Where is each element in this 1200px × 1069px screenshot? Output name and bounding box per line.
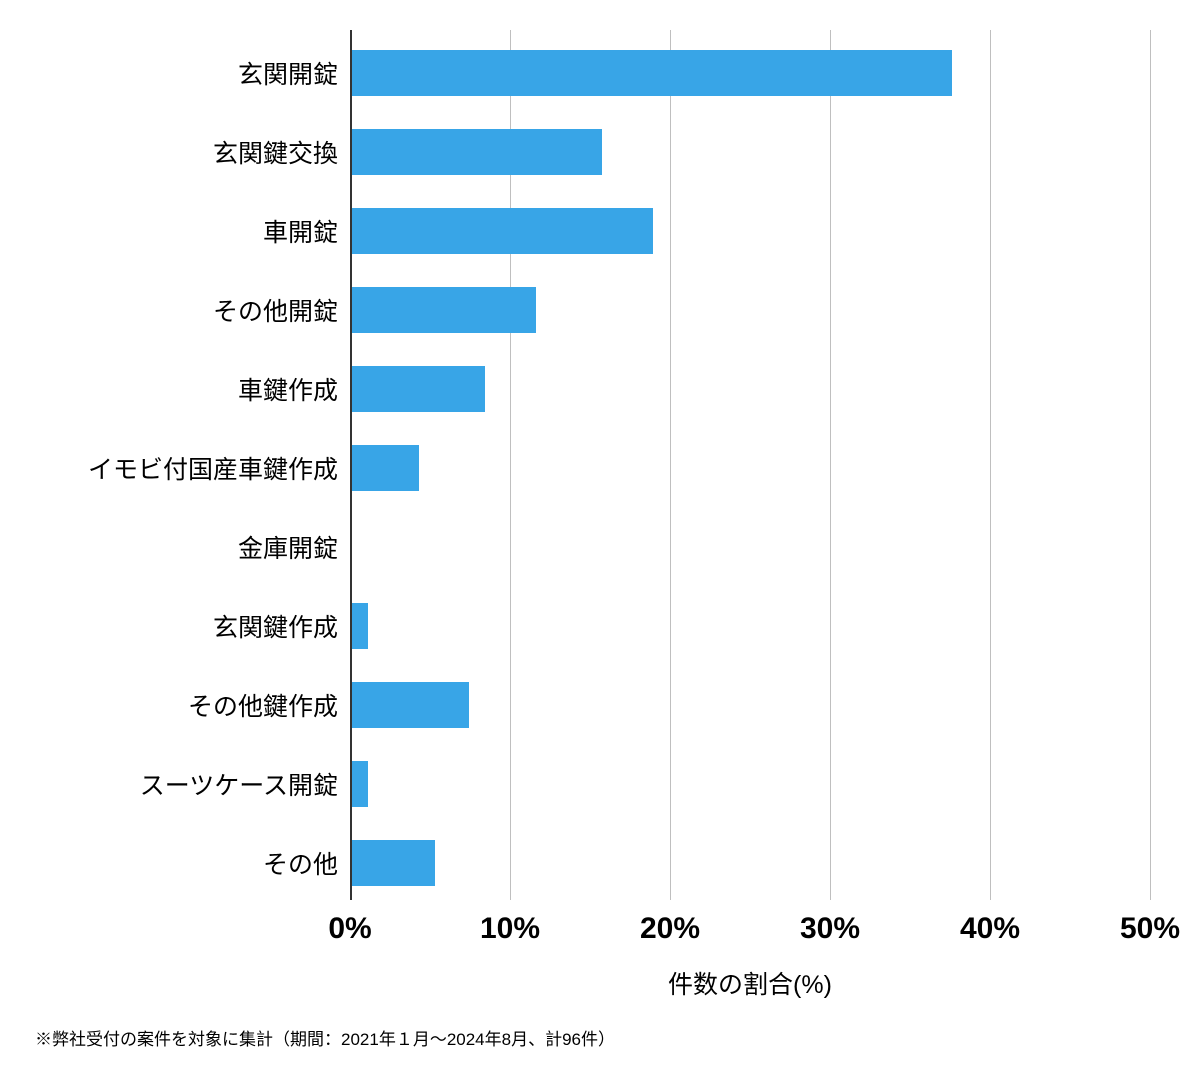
x-axis-title: 件数の割合(%) xyxy=(668,965,832,1001)
plot-area xyxy=(350,30,1150,900)
x-tick-label: 10% xyxy=(480,912,540,946)
bar-row xyxy=(352,287,1152,333)
x-tick-label: 30% xyxy=(800,912,860,946)
chart-container: 玄関開錠玄関鍵交換車開錠その他開錠車鍵作成イモビ付国産車鍵作成金庫開錠玄関鍵作成… xyxy=(0,0,1200,1069)
bar-row xyxy=(352,524,1152,570)
y-axis-label: イモビ付国産車鍵作成 xyxy=(88,450,338,486)
x-tick-label: 20% xyxy=(640,912,700,946)
bar xyxy=(352,840,435,886)
bar-row xyxy=(352,50,1152,96)
bar xyxy=(352,208,653,254)
bar-row xyxy=(352,761,1152,807)
y-axis-label: 玄関鍵交換 xyxy=(213,134,338,170)
bar-row xyxy=(352,208,1152,254)
bar xyxy=(352,603,368,649)
y-axis-label: 玄関鍵作成 xyxy=(213,608,338,644)
bar xyxy=(352,682,469,728)
footnote: ※弊社受付の案件を対象に集計（期間：2021年１月～2024年8月、計96件） xyxy=(35,1025,615,1050)
y-axis-label: その他鍵作成 xyxy=(188,687,338,723)
x-tick-label: 40% xyxy=(960,912,1020,946)
x-tick-label: 0% xyxy=(328,912,371,946)
y-axis-label: 車開錠 xyxy=(263,213,338,249)
bar xyxy=(352,50,952,96)
y-axis-label: 金庫開錠 xyxy=(238,529,338,565)
bar-row xyxy=(352,603,1152,649)
y-axis-label: 玄関開錠 xyxy=(238,55,338,91)
bar xyxy=(352,129,602,175)
bar xyxy=(352,761,368,807)
bar-row xyxy=(352,840,1152,886)
bar-row xyxy=(352,366,1152,412)
bar xyxy=(352,287,536,333)
bar-row xyxy=(352,445,1152,491)
x-tick-label: 50% xyxy=(1120,912,1180,946)
bar xyxy=(352,366,485,412)
bar xyxy=(352,445,419,491)
y-axis-label: その他開錠 xyxy=(213,292,338,328)
bar-row xyxy=(352,682,1152,728)
y-axis-label: 車鍵作成 xyxy=(238,371,338,407)
bar-row xyxy=(352,129,1152,175)
y-axis-label: その他 xyxy=(263,845,338,881)
y-axis-label: スーツケース開錠 xyxy=(140,766,338,802)
